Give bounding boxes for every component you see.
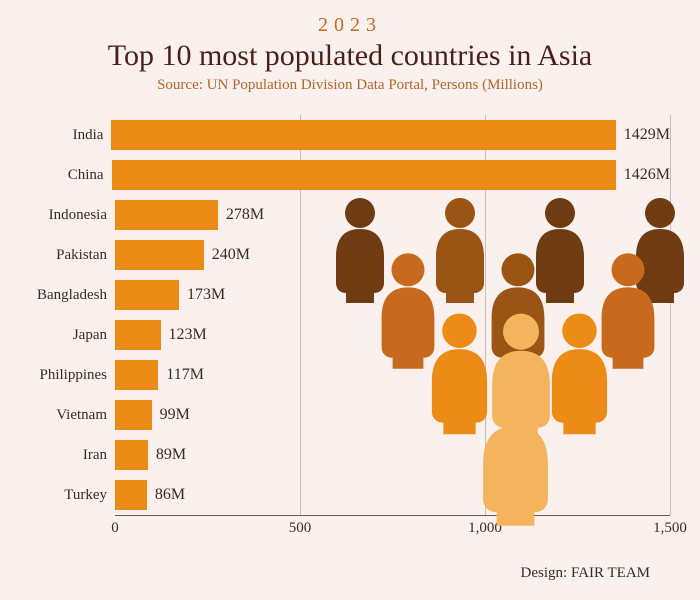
bar-value-label: 240M xyxy=(204,246,250,264)
bar-row: Iran 89M xyxy=(30,435,670,475)
bar-row: Turkey 86M xyxy=(30,475,670,515)
bar xyxy=(111,120,615,150)
source-line: Source: UN Population Division Data Port… xyxy=(0,77,700,94)
bar-value-label: 89M xyxy=(148,446,186,464)
country-label: Pakistan xyxy=(30,247,115,264)
bar xyxy=(115,400,152,430)
infographic-page: 2023 Top 10 most populated countries in … xyxy=(0,0,700,600)
country-label: Indonesia xyxy=(30,207,115,224)
bar xyxy=(115,200,218,230)
bar xyxy=(115,320,161,350)
country-label: Japan xyxy=(30,327,115,344)
bar xyxy=(115,480,147,510)
bar-value-label: 123M xyxy=(161,326,207,344)
country-label: Bangladesh xyxy=(30,287,115,304)
bar-row: Pakistan 240M xyxy=(30,235,670,275)
x-tick-label: 1,000 xyxy=(468,520,502,537)
bar xyxy=(115,440,148,470)
x-tick-label: 0 xyxy=(111,520,119,537)
x-tick-label: 500 xyxy=(289,520,312,537)
x-axis: 05001,0001,500 xyxy=(115,515,670,546)
bar-row: China 1426M xyxy=(30,155,670,195)
bar-row: Philippines 117M xyxy=(30,355,670,395)
bar-row: Vietnam 99M xyxy=(30,395,670,435)
bar-row: Bangladesh 173M xyxy=(30,275,670,315)
bar-value-label: 86M xyxy=(147,486,185,504)
year-label: 2023 xyxy=(0,0,700,37)
bar xyxy=(112,160,616,190)
country-label: Turkey xyxy=(30,487,115,504)
page-title: Top 10 most populated countries in Asia xyxy=(0,39,700,73)
bar-row: India 1429M xyxy=(30,115,670,155)
bar-value-label: 117M xyxy=(158,366,204,384)
population-bar-chart: India 1429M China 1426M Indonesia 278M Pakista… xyxy=(30,115,670,535)
bar-value-label: 99M xyxy=(152,406,190,424)
country-label: Vietnam xyxy=(30,407,115,424)
bar-value-label: 1426M xyxy=(616,166,670,184)
bar-value-label: 173M xyxy=(179,286,225,304)
country-label: India xyxy=(30,127,111,144)
bar-row: Indonesia 278M xyxy=(30,195,670,235)
country-label: Philippines xyxy=(30,367,115,384)
bar xyxy=(115,240,204,270)
grid-line xyxy=(670,115,671,515)
x-tick-label: 1,500 xyxy=(653,520,687,537)
country-label: China xyxy=(30,167,112,184)
bar xyxy=(115,280,179,310)
bar-row: Japan 123M xyxy=(30,315,670,355)
design-credit: Design: FAIR TEAM xyxy=(521,565,650,582)
country-label: Iran xyxy=(30,447,115,464)
bar xyxy=(115,360,158,390)
bar-value-label: 278M xyxy=(218,206,264,224)
bar-value-label: 1429M xyxy=(616,126,670,144)
